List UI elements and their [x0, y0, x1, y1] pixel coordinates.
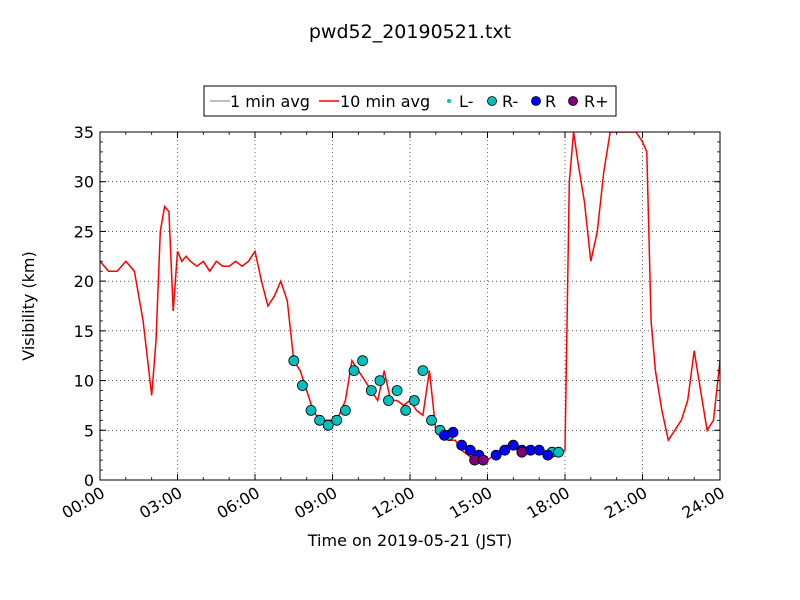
legend-label-10min: 10 min avg	[340, 92, 430, 111]
marker-rminus	[374, 375, 386, 387]
y-tick-label: 25	[74, 222, 94, 241]
marker-rminus	[296, 380, 308, 391]
marker-layer	[288, 355, 564, 466]
marker-r	[507, 439, 519, 451]
marker-rminus	[408, 395, 420, 406]
legend-marker-rplus	[568, 96, 578, 106]
y-axis-label: Visibility (km)	[19, 251, 38, 360]
marker-r	[447, 426, 459, 438]
legend-label-lminus: L-	[459, 92, 473, 111]
marker-r	[533, 444, 545, 456]
y-tick-label: 5	[84, 421, 94, 440]
y-tick-label: 35	[74, 123, 94, 142]
legend-marker-lminus	[447, 99, 451, 103]
marker-rminus	[391, 385, 403, 396]
marker-rminus	[400, 404, 412, 416]
legend-label-rminus: R-	[502, 92, 518, 111]
marker-rminus	[417, 365, 429, 377]
chart-title: pwd52_20190521.txt	[309, 21, 511, 43]
marker-rminus	[305, 404, 317, 416]
legend-label-rplus: R+	[584, 92, 609, 111]
y-tick-label: 0	[84, 471, 94, 490]
y-tick-label: 30	[74, 173, 94, 192]
marker-rminus	[426, 414, 437, 426]
marker-rminus	[357, 355, 369, 367]
y-tick-label: 15	[74, 322, 94, 341]
marker-rminus	[314, 414, 326, 426]
marker-rminus	[348, 365, 360, 377]
legend-marker-r	[531, 96, 541, 106]
marker-rminus	[365, 385, 377, 396]
marker-rminus	[331, 414, 343, 426]
marker-r	[464, 444, 476, 456]
marker-rminus	[288, 355, 300, 367]
y-tick-label: 10	[74, 372, 94, 391]
legend-box	[203, 85, 617, 117]
marker-rminus	[553, 446, 564, 458]
marker-rplus	[477, 454, 489, 466]
y-tick-label: 20	[74, 272, 94, 291]
legend: 1 min avg 10 min avg L- R- R R+	[203, 85, 617, 117]
marker-r	[499, 444, 511, 456]
marker-rplus	[516, 446, 528, 458]
legend-label-r: R	[545, 92, 556, 111]
x-axis-label: Time on 2019-05-21 (JST)	[307, 531, 512, 550]
legend-marker-rminus	[487, 96, 497, 106]
marker-r	[490, 449, 502, 461]
marker-rminus	[322, 419, 334, 431]
marker-rminus	[383, 395, 394, 406]
legend-label-1min: 1 min avg	[230, 92, 310, 111]
marker-rminus	[339, 404, 351, 416]
grid	[100, 132, 720, 480]
marker-r	[542, 449, 554, 461]
marker-r	[456, 439, 468, 451]
